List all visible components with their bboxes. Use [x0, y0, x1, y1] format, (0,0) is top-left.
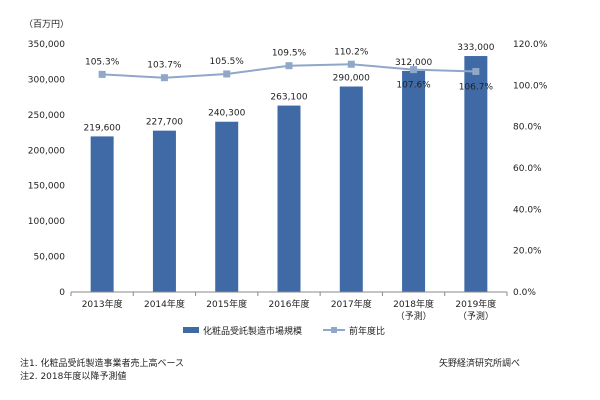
- bar-value-label: 227,700: [146, 118, 183, 128]
- bar: [152, 130, 176, 292]
- x-axis-labels: 2013年度 2014年度 2015年度 2016年度 2017年度 2018年度（予測）…: [82, 298, 497, 322]
- bar: [464, 56, 488, 292]
- y-left-tick-label: 350,000: [28, 40, 65, 50]
- x-category-label: （予測）: [396, 310, 432, 322]
- x-category-label: 2015年度: [206, 298, 247, 310]
- line-value-label: 109.5%: [272, 49, 307, 59]
- y-right-tick-label: 0.0%: [513, 288, 536, 298]
- x-category-label: 2013年度: [82, 298, 123, 310]
- y-left-tick-label: 0: [59, 288, 65, 298]
- bar: [215, 121, 239, 292]
- y-left-tick-label: 100,000: [28, 217, 65, 227]
- bar-value-label: 290,000: [333, 74, 370, 84]
- bar-data-labels: 219,600 227,700 240,300 263,100 290,000 312,0…: [84, 43, 495, 133]
- line-marker: [160, 74, 168, 82]
- footnote-1: 注1. 化粧品受託製造事業者売上高ベース: [20, 359, 184, 369]
- line-value-label: 107.6%: [396, 81, 431, 91]
- y-axis-unit-label: （百万円）: [24, 19, 69, 30]
- y-left-tick-label: 50,000: [34, 253, 66, 263]
- bar: [339, 86, 363, 292]
- line-value-label: 110.2%: [334, 47, 369, 57]
- legend-bar-swatch: [183, 327, 199, 333]
- legend-line-label: 前年度比: [349, 325, 385, 337]
- x-axis: [70, 291, 508, 296]
- line-data-labels: 105.3% 103.7% 105.5% 109.5% 110.2% 107.6% 106.…: [85, 47, 493, 92]
- legend-bar-label: 化粧品受託製造市場規模: [203, 325, 302, 337]
- line-value-label: 103.7%: [147, 61, 182, 71]
- bar-value-label: 263,100: [270, 93, 307, 103]
- y-right-tick-label: 40.0%: [513, 205, 542, 215]
- bar: [402, 70, 426, 292]
- y-left-tick-label: 150,000: [28, 182, 65, 192]
- x-category-label: 2019年度: [455, 298, 496, 310]
- line-marker: [285, 62, 293, 70]
- x-category-label: 2017年度: [331, 298, 372, 310]
- line-marker: [410, 66, 418, 74]
- line-marker: [347, 60, 355, 68]
- bar-value-label: 333,000: [457, 43, 494, 53]
- bar-value-label: 240,300: [208, 109, 245, 119]
- line-value-label: 105.3%: [85, 57, 120, 67]
- x-category-label: 2014年度: [144, 298, 185, 310]
- x-category-label: 2016年度: [269, 298, 310, 310]
- line-marker: [223, 70, 231, 78]
- bar: [90, 136, 114, 292]
- y-right-tick-label: 60.0%: [513, 164, 542, 174]
- source-note: 矢野経済研究所調べ: [439, 359, 521, 369]
- x-category-label: （予測）: [458, 310, 494, 322]
- y-axis-left-ticks: 0 50,000 100,000 150,000 200,000 250,000 300,0…: [28, 40, 65, 298]
- y-axis-right-ticks: 0.0% 20.0% 40.0% 60.0% 80.0% 100.0% 120.0%: [513, 40, 548, 298]
- footnote-2: 注2. 2018年度以降予測値: [20, 372, 127, 382]
- y-right-tick-label: 100.0%: [513, 81, 548, 91]
- bar-value-label: 312,000: [395, 58, 432, 68]
- y-right-tick-label: 120.0%: [513, 40, 548, 50]
- legend: 化粧品受託製造市場規模 前年度比: [183, 325, 385, 337]
- y-right-tick-label: 80.0%: [513, 123, 542, 133]
- x-category-label: 2018年度: [393, 298, 434, 310]
- line-marker: [98, 70, 106, 78]
- y-left-tick-label: 250,000: [28, 111, 65, 121]
- bar: [277, 105, 301, 292]
- y-left-tick-label: 200,000: [28, 146, 65, 156]
- bar-value-label: 219,600: [84, 123, 121, 133]
- line-value-label: 105.5%: [210, 57, 245, 67]
- line-marker: [472, 67, 480, 75]
- bar-series: [90, 56, 488, 292]
- y-left-tick-label: 300,000: [28, 75, 65, 85]
- line-series: [98, 60, 480, 82]
- line-value-label: 106.7%: [459, 82, 494, 92]
- legend-line-marker: [331, 327, 337, 333]
- y-right-tick-label: 20.0%: [513, 247, 542, 257]
